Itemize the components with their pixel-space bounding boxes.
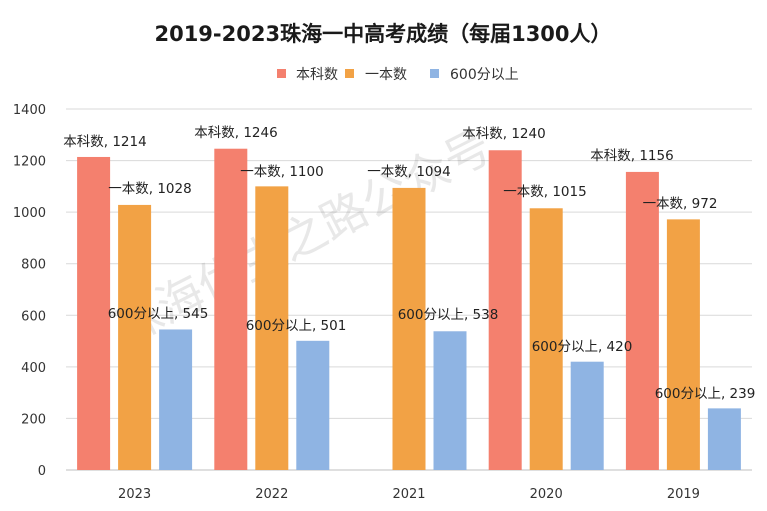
x-tick-label: 2021 — [392, 487, 425, 502]
x-tick-label: 2023 — [118, 487, 151, 502]
bar — [529, 208, 563, 470]
bar — [488, 150, 522, 470]
y-tick-label: 200 — [21, 412, 46, 427]
bar — [159, 329, 193, 470]
x-tick-label: 2022 — [255, 487, 288, 502]
y-tick-label: 0 — [38, 464, 46, 479]
x-tick-label: 2020 — [530, 487, 563, 502]
legend-label: 600分以上 — [450, 67, 519, 83]
y-tick-label: 1000 — [13, 206, 46, 221]
y-tick-label: 800 — [21, 258, 46, 273]
data-label: 600分以上, 239 — [655, 386, 756, 402]
bar — [707, 408, 741, 470]
data-label: 本科数, 1214 — [63, 134, 146, 150]
data-label: 一本数, 972 — [643, 196, 718, 212]
data-label: 一本数, 1094 — [367, 164, 450, 180]
data-label: 本科数, 1246 — [194, 125, 277, 141]
bar — [296, 340, 330, 470]
data-label: 一本数, 1015 — [503, 184, 586, 200]
data-label: 一本数, 1100 — [240, 164, 323, 180]
legend-swatch — [277, 69, 286, 78]
legend-swatch — [430, 69, 439, 78]
data-label: 一本数, 1028 — [108, 181, 191, 197]
y-axis: 0 200 400 600 800 1000 1200 1400 — [13, 103, 46, 479]
data-labels: 本科数, 1214 一本数, 1028 600分以上, 545 本科数, 1246 一本… — [63, 125, 755, 402]
y-tick-label: 1400 — [13, 103, 46, 118]
y-tick-label: 1200 — [13, 155, 46, 170]
y-tick-label: 400 — [21, 361, 46, 376]
bars — [77, 148, 741, 470]
legend-label: 一本数 — [365, 67, 407, 83]
chart-title: 2019-2023珠海一中高考成绩（每届1300人） — [154, 22, 611, 46]
legend-swatch — [345, 69, 354, 78]
bar — [214, 148, 248, 470]
bar — [77, 156, 111, 470]
data-label: 600分以上, 420 — [532, 339, 633, 355]
x-axis: 2023 2022 2021 2020 2019 — [118, 487, 700, 502]
x-tick-label: 2019 — [667, 487, 700, 502]
bar — [666, 219, 700, 470]
bar — [570, 361, 604, 470]
bar — [433, 331, 467, 470]
data-label: 本科数, 1240 — [462, 126, 545, 142]
data-label: 600分以上, 501 — [246, 318, 347, 334]
bar — [625, 171, 659, 470]
bar — [118, 204, 152, 470]
bar — [392, 187, 426, 470]
y-tick-label: 600 — [21, 309, 46, 324]
bar — [255, 186, 289, 470]
data-label: 本科数, 1156 — [590, 148, 673, 164]
data-label: 600分以上, 545 — [108, 306, 209, 322]
legend: 本科数 一本数 600分以上 — [277, 67, 519, 83]
data-label: 600分以上, 538 — [398, 307, 499, 323]
legend-label: 本科数 — [296, 67, 338, 83]
